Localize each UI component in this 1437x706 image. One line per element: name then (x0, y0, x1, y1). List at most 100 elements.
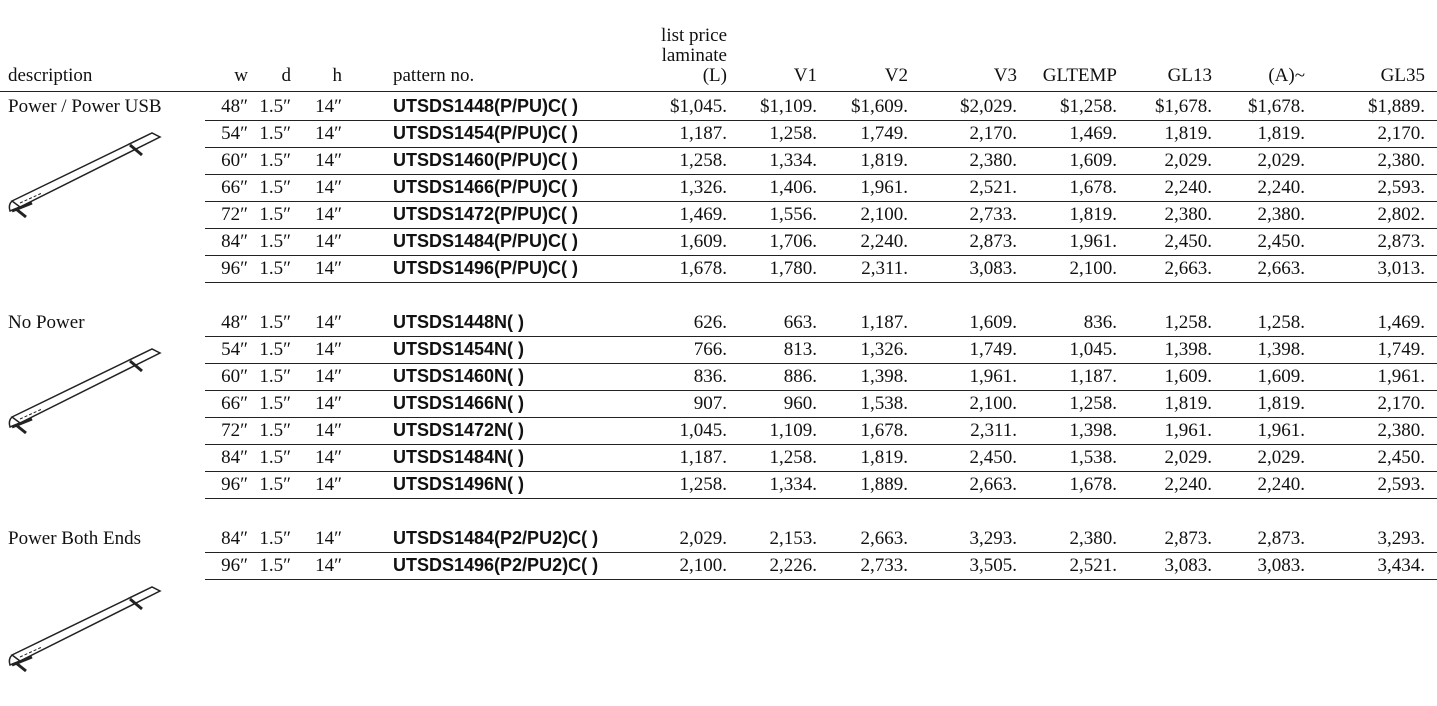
price: 1,678. (860, 420, 909, 441)
dimension: 14″ (315, 96, 342, 117)
dimension: 14″ (315, 474, 342, 495)
dimension: 1.5″ (259, 150, 291, 171)
price: 1,258. (679, 474, 728, 495)
column-header: d (281, 65, 292, 86)
row-rule (205, 336, 1437, 337)
price: 2,100. (679, 555, 728, 576)
price: 1,819. (860, 150, 909, 171)
price: 1,609. (1257, 366, 1306, 387)
dimension: 1.5″ (259, 528, 291, 549)
price: 1,609. (1164, 366, 1213, 387)
price: 886. (783, 366, 817, 387)
price: 1,258. (769, 447, 818, 468)
dimension: 1.5″ (259, 123, 291, 144)
price: 1,678. (1069, 177, 1118, 198)
dimension: 84″ (221, 231, 248, 252)
price: 1,258. (679, 150, 728, 171)
pattern-number: UTSDS1466N( ) (393, 393, 525, 413)
dimension: 84″ (221, 528, 248, 549)
price: 1,819. (1164, 123, 1213, 144)
price: 3,083. (969, 258, 1018, 279)
dimension: 1.5″ (259, 204, 291, 225)
price: 2,450. (1257, 231, 1306, 252)
price: 2,029. (1257, 150, 1306, 171)
price: 1,961. (1257, 420, 1306, 441)
price: 2,450. (1377, 447, 1426, 468)
row-rule (205, 390, 1437, 391)
price: 1,819. (1257, 393, 1306, 414)
product-icon (8, 348, 162, 435)
pattern-number: UTSDS1496(P/PU)C( ) (393, 258, 579, 278)
price: 1,398. (1069, 420, 1118, 441)
price: 2,521. (969, 177, 1018, 198)
row-rule (205, 255, 1437, 256)
dimension: 1.5″ (259, 474, 291, 495)
dimension: 1.5″ (259, 231, 291, 252)
pattern-number: UTSDS1496N( ) (393, 474, 525, 494)
dimension: 1.5″ (259, 447, 291, 468)
column-header: V2 (884, 65, 908, 86)
price: 1,398. (860, 366, 909, 387)
dimension: 84″ (221, 447, 248, 468)
price: 1,819. (1164, 393, 1213, 414)
price: 2,100. (969, 393, 1018, 414)
price: 1,045. (1069, 339, 1118, 360)
price: 2,170. (969, 123, 1018, 144)
price: 1,961. (1377, 366, 1426, 387)
dimension: 14″ (315, 231, 342, 252)
pattern-number: UTSDS1448(P/PU)C( ) (393, 96, 579, 116)
price: 1,538. (1069, 447, 1118, 468)
price: 3,083. (1257, 555, 1306, 576)
dimension: 1.5″ (259, 312, 291, 333)
price: 1,556. (769, 204, 818, 225)
price: 3,434. (1377, 555, 1426, 576)
pattern-number: UTSDS1484(P2/PU2)C( ) (393, 528, 599, 548)
pattern-number: UTSDS1460(P/PU)C( ) (393, 150, 579, 170)
price: 2,153. (769, 528, 818, 549)
price: 1,187. (860, 312, 909, 333)
pattern-number: UTSDS1496(P2/PU2)C( ) (393, 555, 599, 575)
price: 2,733. (969, 204, 1018, 225)
row-rule (205, 228, 1437, 229)
product-icon (8, 132, 162, 219)
column-header: list price laminate (L) (661, 25, 727, 86)
price: 1,406. (769, 177, 818, 198)
price: 2,170. (1377, 123, 1426, 144)
price: $1,678. (1248, 96, 1305, 117)
column-header: GL13 (1167, 65, 1212, 86)
dimension: 72″ (221, 420, 248, 441)
dimension: 14″ (315, 150, 342, 171)
price: 2,240. (1164, 474, 1213, 495)
price: 2,663. (1257, 258, 1306, 279)
price: 2,380. (1257, 204, 1306, 225)
price: 2,802. (1377, 204, 1426, 225)
row-rule (205, 201, 1437, 202)
price: 2,663. (969, 474, 1018, 495)
price: 2,521. (1069, 555, 1118, 576)
price: 2,240. (860, 231, 909, 252)
price: 960. (783, 393, 817, 414)
row-rule (205, 174, 1437, 175)
header-rule (0, 91, 1437, 92)
row-rule (205, 417, 1437, 418)
price: 1,258. (1069, 393, 1118, 414)
price: 1,889. (860, 474, 909, 495)
price: 1,706. (769, 231, 818, 252)
price: 2,380. (1377, 150, 1426, 171)
price: 1,609. (1069, 150, 1118, 171)
price: 813. (783, 339, 817, 360)
price: 1,326. (860, 339, 909, 360)
dimension: 48″ (221, 312, 248, 333)
price: 2,240. (1257, 474, 1306, 495)
price: 1,749. (1377, 339, 1426, 360)
row-rule (205, 147, 1437, 148)
dimension: 1.5″ (259, 177, 291, 198)
price: 1,538. (860, 393, 909, 414)
dimension: 66″ (221, 393, 248, 414)
price: 907. (693, 393, 727, 414)
price: 2,873. (1164, 528, 1213, 549)
price: 2,593. (1377, 177, 1426, 198)
row-rule (205, 120, 1437, 121)
price: 2,873. (969, 231, 1018, 252)
